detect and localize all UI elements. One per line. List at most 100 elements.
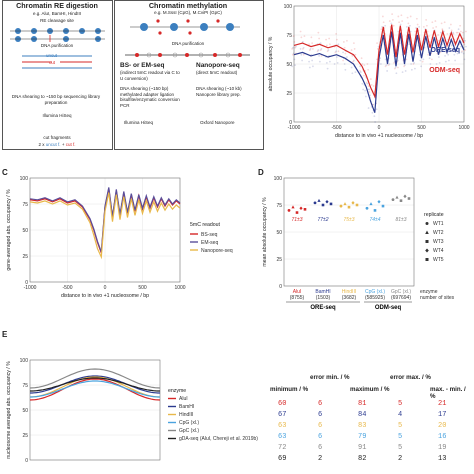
data-point-cloud <box>397 59 399 62</box>
legend-entry: CpG (xl.) <box>179 420 199 426</box>
replicate-point <box>395 195 399 199</box>
replicate-point <box>321 203 325 207</box>
data-point-cloud <box>462 37 465 40</box>
data-point-cloud <box>320 54 323 57</box>
data-point-cloud <box>463 58 466 61</box>
data-point-cloud <box>359 65 361 68</box>
legend-shape <box>425 222 429 225</box>
data-point-cloud <box>441 28 444 31</box>
replicate-point <box>347 205 351 209</box>
data-point-cloud <box>373 115 376 118</box>
legend-shape <box>425 248 429 253</box>
plot-frame <box>29 359 161 461</box>
enzyme-label: enzyme <box>420 289 438 295</box>
table-cell: 84 <box>358 411 367 419</box>
table-cell: 63 <box>278 433 287 441</box>
replicate-point <box>291 205 295 209</box>
category-label: CpG (xl.) <box>365 289 385 295</box>
data-point-cloud <box>401 71 404 74</box>
data-point-cloud <box>388 63 391 65</box>
data-point-cloud <box>394 66 397 69</box>
y-tick-label: 100 <box>284 4 293 10</box>
panel-d-letter: D <box>258 168 264 177</box>
category-label: BamHI <box>315 289 330 295</box>
replicate-point <box>373 209 377 212</box>
legend-entry: EM-seq <box>201 240 218 246</box>
series-line <box>30 380 160 398</box>
data-point-cloud <box>439 51 442 54</box>
table-header: minimum / % <box>270 386 309 393</box>
cut-fragments-formula: 2 x uncut f. + cut f. <box>4 142 110 148</box>
data-point-cloud <box>364 89 367 92</box>
table-cell: 63 <box>278 422 287 430</box>
y-tick-label: 0 <box>25 458 28 464</box>
data-point-cloud <box>343 46 346 49</box>
data-point-cloud <box>455 31 458 34</box>
data-point-cloud <box>299 30 302 33</box>
data-point-cloud <box>325 44 328 47</box>
data-point-cloud <box>407 22 410 25</box>
y-tick-label: 75 <box>22 383 28 389</box>
data-point-cloud <box>414 67 416 70</box>
panel-c-letter: C <box>2 168 8 177</box>
data-point-cloud <box>351 54 354 57</box>
data-point-cloud <box>374 121 377 123</box>
table-cell: 2 <box>318 455 323 463</box>
re-digestion-title: Chromatin RE digestion <box>16 1 98 10</box>
y-tick-label: 50 <box>276 230 282 236</box>
table-cell: 6 <box>318 444 323 452</box>
data-point-cloud <box>359 70 361 72</box>
data-point-cloud <box>361 82 364 85</box>
data-point-cloud <box>369 78 372 80</box>
category-label: HindIII <box>342 289 356 295</box>
data-point-cloud <box>461 50 463 53</box>
table-cell: 79 <box>358 433 367 441</box>
data-point-cloud <box>444 54 446 57</box>
data-point-cloud <box>311 42 314 45</box>
data-point-cloud <box>381 15 384 18</box>
data-point-cloud <box>464 39 467 42</box>
y-tick-label: 100 <box>20 176 29 182</box>
x-axis-label: distance to in vivo +1 nucleosome / bp <box>61 293 149 299</box>
data-point-cloud <box>317 49 320 51</box>
y-tick-label: 75 <box>22 202 28 208</box>
data-point-cloud <box>353 48 356 50</box>
replicate-point <box>407 197 411 200</box>
data-point-cloud <box>457 28 460 31</box>
data-point-cloud <box>401 20 404 22</box>
data-point-cloud <box>456 31 459 34</box>
summary-label: 77±2 <box>317 217 328 223</box>
x-tick-label: 500 <box>417 125 426 131</box>
replicate-point <box>329 202 333 206</box>
table-cell: 67 <box>278 411 287 419</box>
data-point-cloud <box>310 36 313 39</box>
data-point-cloud <box>379 57 382 60</box>
data-point-cloud <box>384 65 387 68</box>
data-point-cloud <box>300 36 303 39</box>
x-tick-label: -500 <box>62 285 72 291</box>
data-point-cloud <box>291 46 294 49</box>
data-point-cloud <box>328 37 331 40</box>
x-tick-label: 0 <box>104 285 107 291</box>
replicate-point <box>295 211 299 214</box>
data-point-cloud <box>318 37 321 40</box>
sites-label: (585925) <box>365 295 385 301</box>
data-point-cloud <box>444 60 447 63</box>
legend-entry: AluI <box>179 396 188 402</box>
data-point-cloud <box>397 30 400 33</box>
data-point-cloud <box>408 24 411 27</box>
data-point-cloud <box>405 25 408 28</box>
nanopore-seq-platform: Oxford Nanopore <box>200 120 235 125</box>
data-point-cloud <box>291 48 293 50</box>
series-line-odm-seq <box>293 24 465 99</box>
data-point-cloud <box>432 27 435 29</box>
data-point-cloud <box>413 61 416 64</box>
data-point-cloud <box>300 53 303 56</box>
series-line <box>29 368 161 389</box>
table-header: error min. / % <box>310 374 350 381</box>
data-point-cloud <box>398 21 401 24</box>
data-point-cloud <box>427 53 429 56</box>
data-point-cloud <box>460 51 463 54</box>
data-point-cloud <box>387 64 390 67</box>
data-point-cloud <box>451 50 454 53</box>
